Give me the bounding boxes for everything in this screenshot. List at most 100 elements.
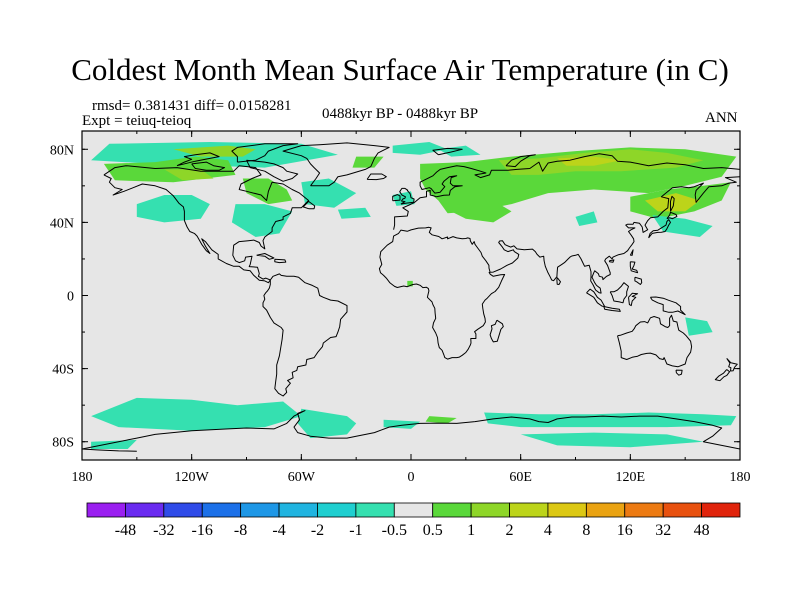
coastline	[302, 200, 316, 210]
colorbar-label: 0.5	[423, 522, 443, 539]
colorbar-label: -48	[115, 522, 136, 539]
anomaly-patch	[231, 204, 293, 237]
coastline	[231, 143, 299, 163]
coastline	[609, 282, 629, 304]
anomaly-patch	[337, 207, 371, 219]
coastline	[191, 161, 226, 171]
colorbar-label: -2	[311, 522, 324, 539]
colorbar-label: 32	[655, 522, 671, 539]
colorbar-label: 1	[467, 522, 475, 539]
colorbar-swatch	[86, 502, 126, 518]
anomaly-patch	[484, 412, 737, 428]
anomaly-patch	[242, 178, 293, 205]
coastline	[505, 154, 536, 168]
colorbar-swatch	[624, 502, 664, 518]
stats-label: rmsd= 0.381431 diff= 0.0158281	[92, 98, 292, 114]
anomaly-patch	[136, 195, 210, 223]
anomaly-patch	[91, 397, 302, 431]
colorbar-swatch	[509, 502, 549, 518]
coastline	[399, 187, 415, 205]
lon-tick-label: 120W	[175, 470, 210, 485]
anomaly-patch	[520, 432, 704, 448]
coastline	[378, 176, 740, 360]
colorbar-swatch	[662, 502, 702, 518]
colorbar: -48 -32 -16 -8 -4 -2 -1 -0.5 0.5 1 2 4 8 16 32 48	[86, 502, 741, 539]
coastline	[726, 358, 738, 372]
coastline	[432, 147, 463, 156]
colorbar-label: -16	[192, 522, 213, 539]
colorbar-label: -8	[234, 522, 247, 539]
lat-tick-label: 40S	[52, 363, 74, 378]
coastline	[617, 314, 693, 368]
lon-tick-label: 60E	[509, 470, 532, 485]
colorbar-swatch	[355, 502, 395, 518]
coastline	[556, 277, 561, 285]
coastline	[675, 369, 683, 376]
coastline	[366, 173, 387, 181]
map-title: Coldest Month Mean Surface Air Temperatu…	[71, 52, 729, 87]
colorbar-swatch	[278, 502, 318, 518]
coastline	[489, 319, 504, 343]
lon-tick-label: 180	[730, 470, 751, 485]
colorbar-label: 4	[544, 522, 552, 539]
coastline	[393, 153, 740, 230]
lat-tick-label: 80N	[50, 143, 74, 158]
experiment-label: Expt = teiuq-teioq	[82, 113, 192, 129]
anomaly-patch	[575, 211, 598, 226]
period-label: 0488kyr BP - 0488kyr BP	[322, 106, 479, 122]
coastline	[634, 276, 643, 285]
coastline	[176, 152, 220, 167]
coastline	[246, 159, 299, 182]
anomaly-patch	[685, 317, 713, 336]
colorbar-swatch	[317, 502, 357, 518]
anomaly-patch	[352, 156, 384, 168]
coastline	[603, 306, 621, 312]
coastline	[629, 261, 639, 274]
coastline	[82, 410, 740, 450]
colorbar-label: 8	[582, 522, 590, 539]
coastline	[670, 195, 675, 212]
lon-tick-label: 60W	[288, 470, 316, 485]
coastline	[629, 249, 634, 256]
colorbar-swatch	[585, 502, 626, 518]
colorbar-swatch	[201, 502, 242, 518]
colorbar-swatch	[701, 502, 741, 518]
colorbar-label: 16	[617, 522, 633, 539]
colorbar-label: -0.5	[382, 522, 407, 539]
colorbar-label: -1	[349, 522, 362, 539]
lat-tick-label: 80S	[52, 436, 74, 451]
coastline	[628, 292, 639, 307]
colorbar-label: 2	[506, 522, 514, 539]
colorbar-swatch	[393, 502, 434, 518]
colorbar-swatch	[163, 502, 203, 518]
anomaly-patch	[425, 416, 457, 424]
anomaly-patch	[557, 156, 622, 166]
coastline	[274, 258, 287, 264]
colorbar-label: 48	[694, 522, 710, 539]
coastline	[649, 296, 686, 316]
colorbar-swatch	[240, 502, 280, 518]
coastline	[648, 219, 671, 239]
colorbar-swatch	[547, 502, 587, 518]
colorbar-label: -32	[153, 522, 174, 539]
coastline	[586, 288, 606, 307]
coastline	[608, 259, 615, 263]
anomaly-patch	[645, 193, 700, 212]
anomaly-patch	[164, 169, 214, 181]
colorbar-swatch	[125, 502, 165, 518]
anomaly-patch	[297, 408, 357, 439]
colorbar-label: -4	[272, 522, 285, 539]
colorbar-swatch	[470, 502, 510, 518]
coastline	[282, 142, 390, 187]
season-label: ANN	[705, 110, 738, 126]
coastline	[262, 273, 348, 397]
axis-ticks: 180 120W 60W 0 60E 120E 180 80N 40N 0 40S 80S	[50, 131, 751, 485]
coastline	[714, 369, 731, 382]
coastlines	[82, 142, 740, 452]
lon-tick-label: 0	[408, 470, 415, 485]
colorbar-swatch	[432, 502, 472, 518]
lat-tick-label: 0	[67, 290, 74, 305]
lon-tick-label: 120E	[616, 470, 646, 485]
anomaly-patch	[91, 439, 137, 449]
